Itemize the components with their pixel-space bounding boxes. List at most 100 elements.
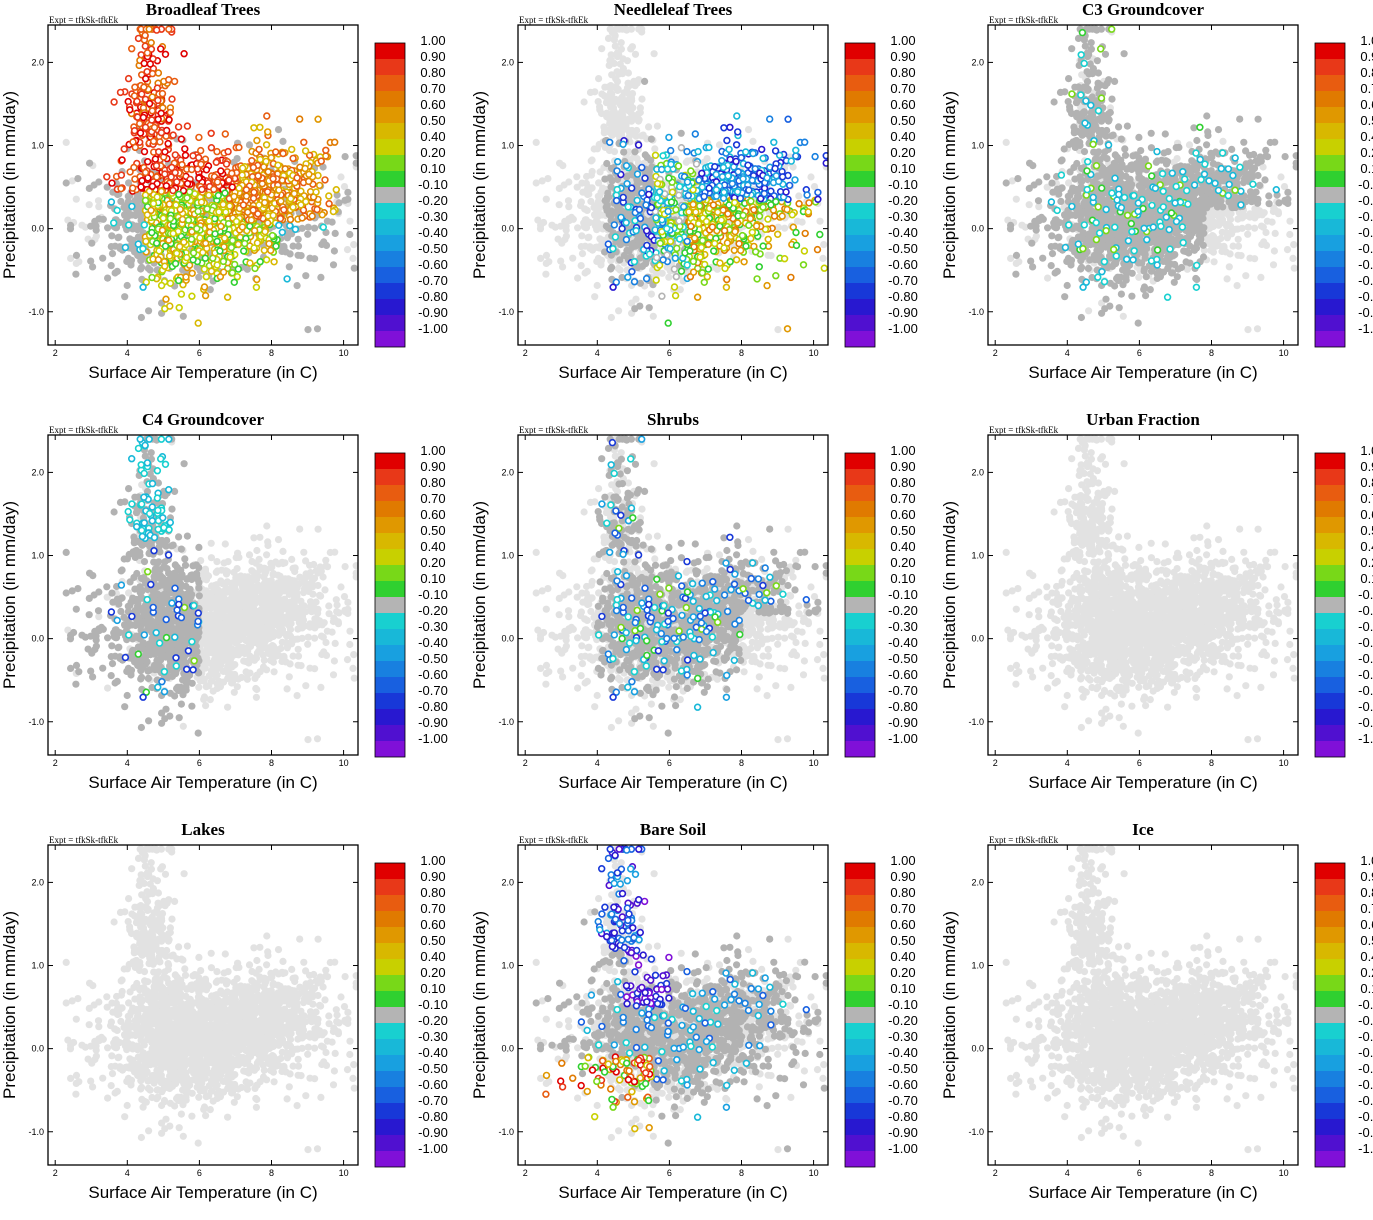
data-point	[155, 116, 161, 122]
data-point	[276, 222, 282, 228]
data-point	[273, 243, 279, 249]
data-point	[257, 259, 263, 265]
data-point	[220, 202, 226, 208]
colorbar-label: 0.90	[890, 49, 915, 64]
data-point	[289, 147, 295, 153]
data-point	[141, 61, 147, 67]
data-point	[288, 217, 294, 223]
colorbar-label: -0.40	[888, 225, 918, 240]
data-point	[714, 187, 720, 193]
data-point	[121, 146, 127, 152]
data-point	[642, 175, 648, 181]
data-point	[218, 223, 224, 229]
data-point	[247, 223, 253, 229]
colorbar-swatch	[375, 251, 405, 267]
data-point	[717, 260, 723, 266]
data-point	[265, 129, 271, 135]
data-point	[294, 282, 301, 289]
data-point	[1289, 255, 1296, 262]
data-point	[667, 246, 673, 252]
data-point	[214, 262, 220, 268]
data-point	[187, 189, 193, 195]
data-point	[1251, 225, 1258, 232]
data-point	[734, 142, 740, 148]
data-point	[595, 179, 602, 186]
data-point	[740, 233, 746, 239]
data-point	[802, 139, 808, 145]
data-point	[620, 149, 627, 156]
data-point	[142, 43, 148, 49]
colorbar-swatch	[845, 107, 875, 123]
data-point	[574, 224, 581, 231]
data-point	[202, 284, 208, 290]
data-point	[683, 159, 690, 166]
data-point	[74, 175, 81, 182]
data-point	[148, 208, 154, 214]
data-point	[249, 217, 255, 223]
data-point	[137, 265, 144, 272]
colorbar-swatch	[375, 203, 405, 219]
y-tick-label: -1.0	[498, 307, 514, 317]
data-point	[135, 223, 142, 230]
data-point	[172, 79, 178, 85]
data-point	[556, 201, 563, 208]
data-point	[242, 241, 248, 247]
x-axis-label: Surface Air Temperature (in C)	[558, 363, 787, 382]
data-point	[271, 259, 277, 265]
data-point	[724, 138, 730, 144]
data-point	[1245, 224, 1252, 231]
data-point	[674, 246, 680, 252]
data-point	[757, 213, 763, 219]
data-point	[326, 193, 332, 199]
data-point	[121, 293, 128, 300]
data-point	[598, 189, 605, 196]
data-point	[189, 293, 195, 299]
data-point	[344, 196, 351, 203]
data-point	[735, 169, 741, 175]
data-point	[1234, 282, 1241, 289]
data-point	[607, 139, 613, 145]
data-point	[290, 243, 297, 250]
data-point	[637, 207, 643, 213]
data-point	[552, 224, 559, 231]
colorbar-label: -0.70	[888, 273, 918, 288]
data-point	[740, 213, 746, 219]
data-point	[145, 307, 152, 314]
data-point	[749, 138, 756, 145]
colorbar-swatch	[845, 315, 875, 331]
data-point	[95, 197, 102, 204]
data-point	[142, 149, 148, 155]
data-point	[631, 148, 638, 155]
data-point	[544, 175, 551, 182]
data-point	[202, 266, 208, 272]
data-point	[93, 222, 100, 229]
data-point	[596, 106, 603, 113]
data-point	[802, 248, 808, 254]
data-point	[650, 313, 657, 320]
data-point	[628, 110, 635, 117]
data-point	[582, 269, 589, 276]
colorbar-swatch	[845, 219, 875, 235]
data-point	[119, 172, 125, 178]
data-point	[333, 187, 339, 193]
data-point	[664, 226, 670, 232]
data-point	[754, 223, 760, 229]
data-point	[700, 270, 706, 276]
data-point	[787, 183, 793, 189]
data-point	[812, 154, 818, 160]
data-point	[749, 229, 755, 235]
x-tick-label: 10	[339, 348, 349, 358]
data-point	[174, 179, 180, 185]
data-point	[75, 258, 82, 265]
data-point	[144, 69, 150, 75]
data-point	[195, 209, 201, 215]
data-point	[159, 283, 165, 289]
data-point	[603, 98, 610, 105]
data-point	[323, 242, 330, 249]
data-point	[89, 263, 96, 270]
data-point	[635, 26, 642, 33]
data-point	[174, 250, 180, 256]
data-point	[727, 124, 733, 130]
data-point	[290, 156, 296, 162]
data-point	[222, 190, 228, 196]
